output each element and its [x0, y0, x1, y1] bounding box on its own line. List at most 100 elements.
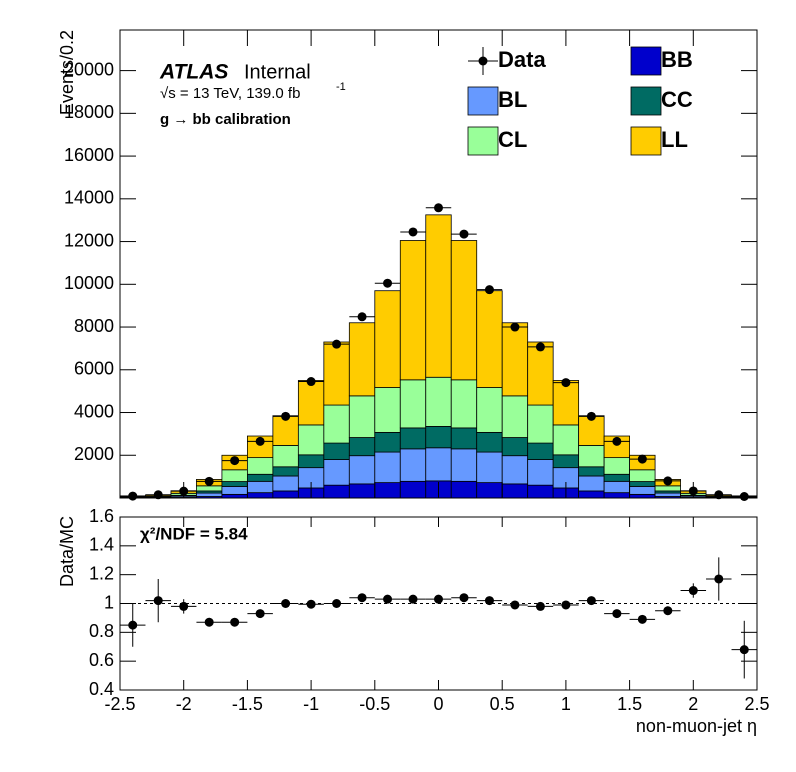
hist-segment	[552, 454, 580, 469]
legend-label: LL	[661, 127, 688, 152]
hist-segment	[399, 240, 427, 381]
legend-swatch	[467, 86, 499, 116]
x-tick-label: 0.5	[490, 694, 515, 714]
y-tick-label: 1.4	[89, 535, 114, 555]
ratio-point	[408, 594, 418, 604]
hist-segment	[476, 387, 503, 433]
hist-segment	[425, 426, 452, 449]
ratio-point	[612, 609, 622, 619]
ratio-point	[434, 594, 443, 604]
ratio-point	[510, 600, 520, 610]
hist-segment	[348, 437, 376, 457]
hist-segment	[450, 448, 478, 482]
hist-segment	[374, 451, 401, 484]
hist-segment	[348, 455, 376, 485]
data-point	[510, 322, 520, 332]
hist-segment	[501, 322, 529, 397]
x-tick-label: -0.5	[359, 694, 390, 714]
legend-swatch	[467, 126, 499, 156]
legend-swatch	[630, 126, 662, 156]
hist-segment	[348, 395, 376, 438]
hist-segment	[578, 490, 605, 499]
ratio-point	[153, 596, 163, 606]
hist-segment	[221, 481, 248, 487]
x-tick-label: 1	[561, 694, 571, 714]
hist-segment	[297, 380, 325, 426]
x-tick-label: 1.5	[617, 694, 642, 714]
data-point	[153, 490, 163, 500]
data-point	[408, 227, 418, 237]
legend-label: CC	[661, 87, 693, 112]
hist-segment	[629, 493, 656, 499]
hist-segment	[323, 341, 350, 406]
y-axis-label: Events/0.2	[57, 30, 77, 115]
data-point	[204, 476, 214, 486]
hist-segment	[399, 480, 427, 499]
ratio-point	[484, 596, 494, 606]
hist-segment	[476, 290, 503, 388]
hist-segment	[221, 493, 248, 499]
legend-swatch	[630, 46, 662, 76]
ratio-point	[306, 599, 316, 609]
hist-segment	[603, 457, 630, 475]
hist-segment	[323, 484, 350, 499]
ratio-point	[714, 574, 724, 584]
ratio-point	[281, 599, 291, 608]
hist-segment	[297, 424, 325, 456]
y-tick-label: 10000	[64, 273, 114, 293]
data-point	[357, 312, 367, 322]
hist-segment	[578, 475, 605, 492]
hist-segment	[272, 466, 299, 477]
data-point	[434, 203, 443, 213]
hist-segment	[272, 475, 299, 492]
hist-segment	[196, 485, 223, 492]
data-point	[281, 411, 291, 421]
ratio-point	[230, 617, 240, 627]
hist-segment	[323, 404, 350, 444]
legend-swatch	[630, 86, 662, 116]
y-tick-label: 0.4	[89, 679, 114, 699]
y-tick-label: 8000	[74, 316, 114, 336]
hist-segment	[552, 424, 580, 456]
hist-segment	[629, 469, 656, 482]
hist-segment	[501, 455, 529, 485]
legend-label: BL	[498, 87, 527, 112]
data-point	[128, 491, 138, 501]
hist-segment	[246, 492, 274, 499]
y-tick-label: 1	[104, 592, 114, 612]
y-tick-label: 1.6	[89, 506, 114, 526]
energy-label: √s = 13 TeV, 139.0 fb	[160, 85, 300, 102]
y-tick-label: 20000	[64, 59, 114, 79]
hist-segment	[323, 442, 350, 460]
hist-segment	[527, 484, 554, 499]
data-point	[332, 339, 342, 349]
hist-segment	[399, 448, 427, 482]
hist-segment	[603, 492, 630, 499]
hist-segment	[578, 445, 605, 468]
ratio-point	[255, 609, 265, 619]
hist-segment	[425, 376, 452, 427]
hist-segment	[297, 454, 325, 469]
hist-segment	[246, 457, 274, 475]
y-tick-label: 0.8	[89, 621, 114, 641]
hist-segment	[450, 240, 478, 381]
hist-segment	[654, 485, 681, 492]
energy-superscript: -1	[336, 81, 346, 93]
data-point	[306, 377, 316, 387]
chi2-label: χ²/NDF = 5.84	[140, 524, 248, 543]
hist-segment	[374, 431, 401, 453]
ratio-point	[459, 593, 469, 603]
y-tick-label: 1.2	[89, 563, 114, 583]
y-tick-label: 12000	[64, 230, 114, 250]
data-point	[230, 456, 240, 466]
calibration-label: g → bb calibration	[160, 111, 291, 128]
hist-segment	[527, 442, 554, 460]
hist-segment	[221, 486, 248, 495]
y-tick-label: 0.6	[89, 650, 114, 670]
data-point	[663, 476, 673, 486]
y-tick-label: 14000	[64, 188, 114, 208]
atlas-label: ATLAS	[159, 61, 228, 84]
hist-segment	[399, 379, 427, 429]
hist-segment	[374, 387, 401, 433]
